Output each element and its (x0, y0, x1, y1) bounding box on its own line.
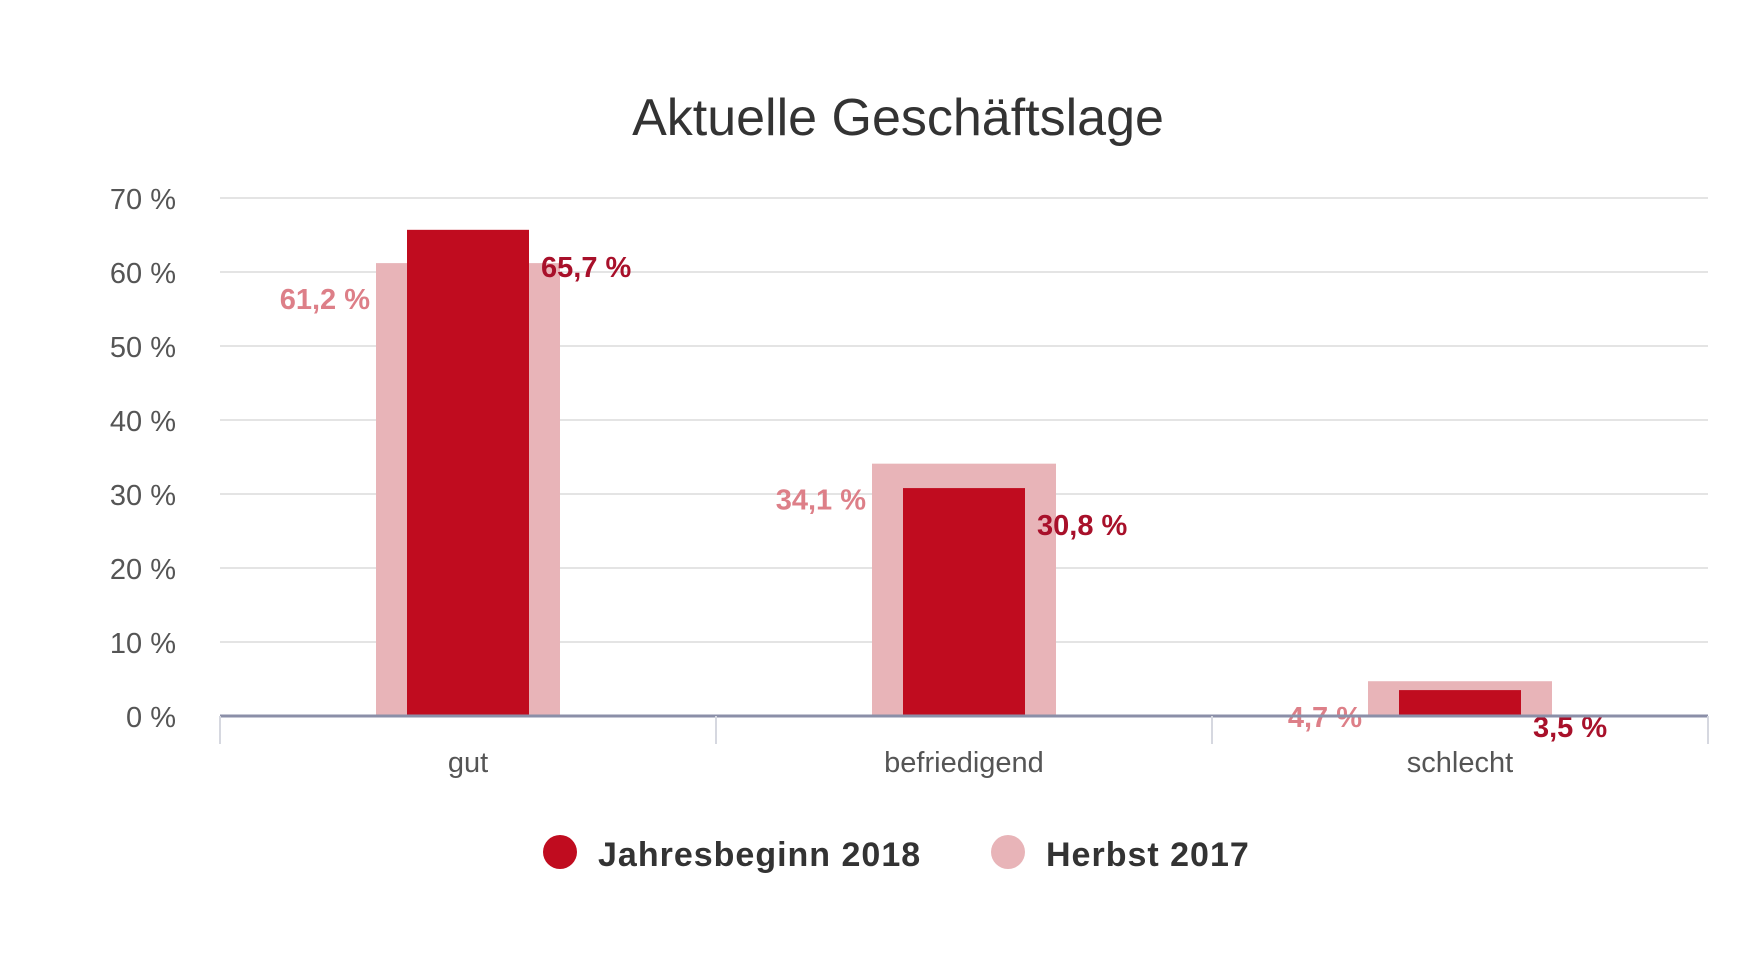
data-labels-layer: 61,2 %65,7 %34,1 %30,8 %4,7 % 3,5 % (280, 252, 1608, 744)
x-tick-label: gut (448, 747, 488, 779)
legend: Jahresbeginn 2018 Herbst 2017 (543, 835, 1250, 874)
data-label-herbst-2017: 4,7 % (1288, 702, 1362, 734)
bar-jahresbeginn-2018 (407, 229, 529, 716)
axis-layer: 0 % 10 % 20 % 30 % 40 % 50 % 60 % 70 % gut befrie… (110, 184, 1709, 779)
y-tick-label: 50 % (110, 332, 176, 364)
data-label-jahresbeginn-2018: 65,7 % (541, 252, 631, 284)
legend-marker (991, 835, 1025, 869)
data-label-herbst-2017: 34,1 % (776, 485, 866, 517)
y-tick-label: 40 % (110, 406, 176, 438)
y-tick-label: 60 % (110, 258, 176, 290)
bars-layer (376, 229, 1552, 716)
legend-marker (543, 835, 577, 869)
bar-jahresbeginn-2018 (1399, 690, 1521, 716)
x-tick-label: befriedigend (884, 747, 1044, 779)
y-tick-label: 70 % (110, 184, 176, 216)
y-tick-label: 0 % (126, 702, 176, 734)
y-tick-label: 10 % (110, 628, 176, 660)
legend-label: Jahresbeginn 2018 (598, 836, 921, 874)
chart-title: Aktuelle Geschäftslage (632, 89, 1164, 147)
y-tick-label: 20 % (110, 554, 176, 586)
data-label-jahresbeginn-2018: 30,8 % (1037, 510, 1127, 542)
data-label-herbst-2017: 61,2 % (280, 284, 370, 316)
y-tick-label: 30 % (110, 480, 176, 512)
bar-jahresbeginn-2018 (903, 488, 1025, 716)
x-tick-label: schlecht (1407, 747, 1513, 779)
legend-label: Herbst 2017 (1046, 836, 1250, 874)
